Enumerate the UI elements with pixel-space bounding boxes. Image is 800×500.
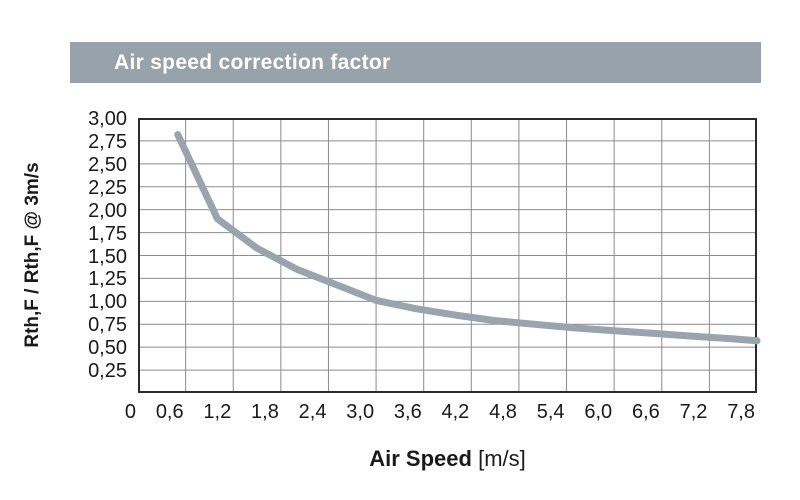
correction-factor-curve (174, 131, 761, 345)
chart-title: Air speed correction factor (114, 50, 391, 74)
y-tick-label: 2,75 (88, 130, 127, 153)
y-tick-label: 2,25 (88, 176, 127, 199)
chart-title-bar: Air speed correction factor (70, 42, 761, 83)
x-tick-label: 4,8 (489, 401, 517, 423)
plot-border (138, 118, 757, 393)
x-tick-label: 3,6 (393, 401, 422, 423)
x-tick-label: 7,8 (727, 401, 755, 423)
x-tick-label: 3,0 (346, 401, 375, 423)
x-tick-label: 7,2 (679, 401, 708, 423)
x-tick-label: 0,6 (155, 401, 184, 423)
x-tick-label: 4,2 (441, 401, 470, 423)
y-tick-label: 1,25 (88, 268, 127, 291)
correction-factor-chart (138, 118, 761, 393)
y-tick-label: 1,00 (88, 291, 127, 314)
y-tick-label: 1,50 (88, 245, 127, 268)
x-tick-label: 1,2 (203, 401, 232, 423)
x-tick-label: 2,4 (298, 401, 327, 423)
plot-area (138, 118, 761, 393)
y-tick-label: 1,75 (88, 222, 127, 245)
x-axis-title-unit: [m/s] (478, 446, 526, 471)
y-tick-label: 2,00 (88, 199, 127, 222)
y-axis-title: Rth,F / Rth,F @ 3m/s (22, 162, 43, 348)
y-tick-label: 0,50 (88, 337, 127, 360)
x-tick-label: 6,6 (631, 401, 660, 423)
x-tick-label: 1,8 (251, 401, 279, 423)
y-tick-label: 0,75 (88, 314, 127, 337)
y-tick-label: 2,50 (88, 153, 127, 176)
x-tick-label: 5,4 (536, 401, 565, 423)
y-tick-label: 3,00 (88, 108, 127, 130)
x-tick-label: 6,0 (584, 401, 613, 423)
x-axis-title-name: Air Speed (369, 446, 472, 471)
x-tick-label: 0 (124, 401, 136, 423)
y-tick-label: 0,25 (88, 360, 127, 383)
x-axis-title: Air Speed [m/s] (138, 446, 757, 472)
